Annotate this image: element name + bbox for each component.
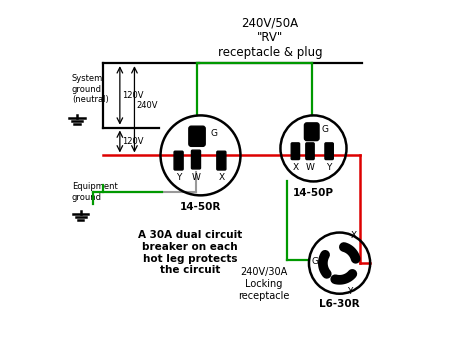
Text: W: W xyxy=(191,173,201,183)
Text: W: W xyxy=(306,163,314,172)
FancyBboxPatch shape xyxy=(174,151,183,170)
FancyBboxPatch shape xyxy=(325,143,333,159)
Text: 240V/50A
"RV"
receptacle & plug: 240V/50A "RV" receptacle & plug xyxy=(218,16,322,59)
Text: G: G xyxy=(321,125,328,134)
FancyBboxPatch shape xyxy=(306,143,314,159)
Text: G: G xyxy=(311,257,318,266)
Text: 14-50R: 14-50R xyxy=(180,202,221,211)
Text: Y: Y xyxy=(176,173,181,183)
Text: Y: Y xyxy=(327,163,332,172)
Text: 240V: 240V xyxy=(137,101,158,110)
Text: Y: Y xyxy=(346,287,352,296)
Text: 120V: 120V xyxy=(122,137,144,146)
Text: X: X xyxy=(292,163,299,172)
Text: G: G xyxy=(210,129,217,138)
FancyBboxPatch shape xyxy=(291,143,300,159)
Text: 120V: 120V xyxy=(122,91,144,100)
Text: Equipment
ground: Equipment ground xyxy=(72,182,118,202)
Text: 14-50P: 14-50P xyxy=(293,188,334,198)
Text: X: X xyxy=(219,173,224,183)
FancyBboxPatch shape xyxy=(304,123,319,141)
FancyBboxPatch shape xyxy=(189,126,205,146)
Text: L6-30R: L6-30R xyxy=(319,299,360,309)
Text: A 30A dual circuit
breaker on each
hot leg protects
the circuit: A 30A dual circuit breaker on each hot l… xyxy=(138,230,242,275)
FancyBboxPatch shape xyxy=(191,150,201,169)
Text: System
ground
(neutral): System ground (neutral) xyxy=(72,74,109,104)
Text: X: X xyxy=(351,230,357,239)
FancyBboxPatch shape xyxy=(217,151,226,170)
Text: 240V/30A
Locking
receptacle: 240V/30A Locking receptacle xyxy=(238,267,290,300)
